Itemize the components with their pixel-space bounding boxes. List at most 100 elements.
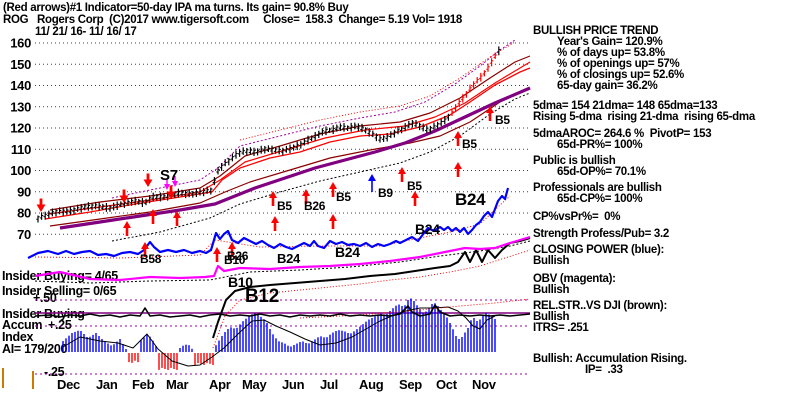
- accum-red-dotted: [299, 298, 531, 319]
- lower-band-black-dotted: [111, 92, 531, 242]
- obv-black-dotted: [34, 240, 531, 284]
- panel-line-22: ITRS= .251: [533, 322, 589, 334]
- svg-text:B5: B5: [462, 137, 477, 151]
- svg-text:B24: B24: [415, 221, 440, 237]
- svg-text:Jul: Jul: [320, 377, 338, 392]
- panel-line-23: Bullish: Accumulation Rising.: [533, 353, 687, 365]
- svg-text:B24: B24: [455, 190, 486, 209]
- panel-line-4: % of closings up= 52.6%: [557, 69, 684, 81]
- svg-text:150: 150: [10, 57, 31, 72]
- left-label-1: Insider Selling= 0/65: [2, 284, 117, 298]
- svg-text:B9: B9: [378, 186, 393, 200]
- svg-text:B58: B58: [140, 252, 162, 266]
- svg-text:B12: B12: [245, 286, 279, 307]
- ma-thick-purple: [59, 86, 531, 230]
- left-label-2: +.50: [33, 291, 57, 305]
- left-label-4: Accum: [2, 318, 43, 332]
- panel-line-9: 65d-PR%= 100%: [557, 139, 643, 151]
- panel-line-0: BULLISH PRICE TREND: [533, 25, 659, 37]
- buy-arrows-red: [123, 106, 494, 262]
- panel-line-20: REL.STR..VS DJI (brown):: [533, 300, 667, 312]
- indicator-header-line: (Red arrows)#1 Indicator=50-day IPA ma t…: [3, 2, 349, 14]
- lower-band-maroon: [49, 87, 531, 227]
- left-label-6: Index: [2, 330, 34, 344]
- scale-ticks-orange: [2, 368, 34, 389]
- price-gridlines: [35, 42, 530, 235]
- panel-line-1: Year's Gain= 120.9%: [557, 36, 663, 48]
- x-axis-months: Dec Jan Feb Mar Apr May Jun Jul Aug Sep Oct Nov: [57, 377, 497, 392]
- cp-red-dotted: [34, 195, 511, 259]
- svg-text:B24: B24: [335, 244, 360, 260]
- relstr-black: [212, 237, 531, 339]
- accum-black: [34, 304, 531, 318]
- svg-text:May: May: [242, 377, 267, 392]
- panel-line-10: Public is bullish: [533, 155, 616, 167]
- obv-magenta: [34, 235, 531, 282]
- svg-text:160: 160: [10, 36, 31, 51]
- svg-text:B5: B5: [277, 199, 292, 213]
- svg-text:Jun: Jun: [282, 377, 305, 392]
- panel-line-18: OBV (magenta):: [533, 273, 616, 285]
- svg-text:Nov: Nov: [472, 377, 497, 392]
- svg-text:Oct: Oct: [436, 377, 458, 392]
- ai-curve: [62, 306, 496, 367]
- panel-line-7: Rising 5-dma rising 21-dma rising 65-dma: [533, 111, 755, 123]
- left-label-7: AI= 179/200: [2, 342, 68, 356]
- svg-text:B10: B10: [228, 274, 253, 290]
- y-axis-labels: 160 150 140 130 120 110 100 90 80 70: [10, 36, 31, 242]
- panel-line-6: 5dma= 154 21dma= 148 65dma=133: [533, 100, 718, 112]
- svg-text:B26: B26: [227, 249, 249, 263]
- panel-line-15: Strength Profess/Pub= 3.2: [533, 228, 669, 240]
- svg-text:S7: S7: [160, 167, 178, 184]
- sell-arrows-magenta: [164, 176, 178, 190]
- svg-text:B5: B5: [407, 179, 422, 193]
- svg-text:B10: B10: [224, 253, 246, 267]
- upper-band-red-dotted: [239, 41, 516, 141]
- buy-arrow-blue: [368, 174, 376, 192]
- panel-line-24: IP= .33: [585, 364, 623, 376]
- panel-line-21: Bullish: [533, 311, 570, 323]
- svg-text:Feb: Feb: [132, 377, 155, 392]
- svg-text:140: 140: [10, 78, 31, 93]
- svg-text:B24: B24: [277, 251, 301, 266]
- panel-line-14: CP%vsPr%= 0%: [533, 211, 621, 223]
- svg-text:B26: B26: [304, 199, 326, 213]
- upper-band-purple-dotted: [111, 39, 516, 199]
- svg-text:Sep: Sep: [399, 377, 422, 392]
- upper-band-maroon: [49, 55, 531, 211]
- left-label-5: +.25: [48, 318, 72, 332]
- svg-text:70: 70: [17, 227, 31, 242]
- svg-text:B5: B5: [495, 113, 510, 127]
- left-label-8: -.25: [44, 365, 65, 379]
- svg-text:Dec: Dec: [57, 377, 80, 392]
- panel-line-19: Bullish: [533, 284, 570, 296]
- panel-line-13: 65d-CP%= 100%: [557, 193, 643, 205]
- svg-text:Apr: Apr: [209, 377, 231, 392]
- date-range: 11/ 21/ 16- 11/ 16/ 17: [35, 26, 137, 38]
- svg-text:90: 90: [17, 184, 31, 199]
- svg-text:130: 130: [10, 99, 31, 114]
- panel-line-12: Professionals are bullish: [533, 182, 662, 194]
- accum-levels: [35, 299, 530, 375]
- svg-text:B5: B5: [336, 190, 351, 204]
- panel-line-11: 65d-OP%= 70.1%: [557, 166, 646, 178]
- left-label-3: Insider Buying: [2, 307, 85, 321]
- svg-text:100: 100: [10, 163, 31, 178]
- panel-line-5: 65-day gain= 36.2%: [557, 80, 658, 92]
- panel-line-3: % of openings up= 57%: [557, 58, 680, 70]
- analysis-panel: BULLISH PRICE TREND Year's Gain= 120.9%% …: [533, 25, 799, 376]
- accumulation-histogram: [62, 298, 496, 370]
- relstr-red-dotted: [212, 249, 531, 349]
- svg-text:110: 110: [11, 142, 31, 157]
- sell-arrows-red: [36, 173, 176, 212]
- svg-text:Aug: Aug: [359, 377, 384, 392]
- svg-text:120: 120: [10, 121, 31, 136]
- panel-line-2: % of days up= 53.8%: [557, 47, 665, 59]
- panel-line-16: CLOSING POWER (blue):: [533, 244, 665, 256]
- svg-text:Jan: Jan: [96, 377, 118, 392]
- ma-red: [44, 67, 531, 220]
- panel-line-8: 5dmaAROC= 264.6 % PivotP= 153: [533, 128, 712, 140]
